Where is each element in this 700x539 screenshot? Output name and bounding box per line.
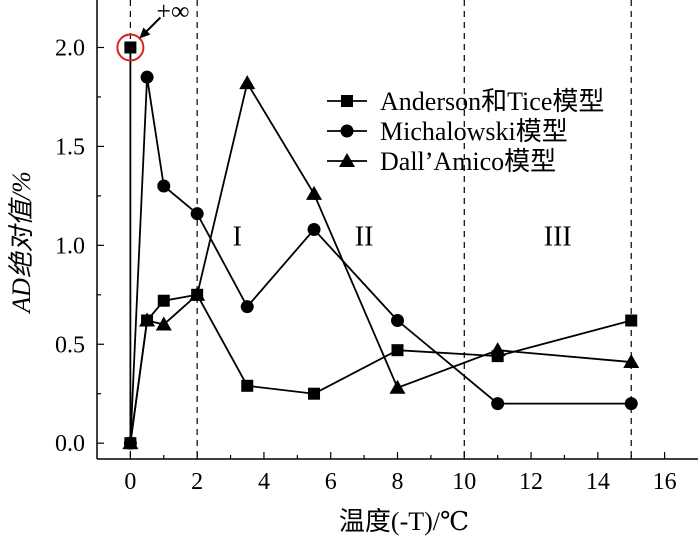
y-tick-label: 0.5 (55, 332, 85, 358)
data-point (239, 75, 256, 90)
x-axis-label: 温度(-T)/℃ (339, 507, 469, 536)
data-point (140, 70, 154, 84)
infinity-annotation: +∞ (156, 0, 189, 25)
legend-marker (339, 153, 355, 167)
legend-marker (340, 124, 354, 138)
legend-label: Anderson和Tice模型 (380, 87, 604, 116)
data-point (391, 314, 404, 328)
legend-label: Michalowski模型 (380, 117, 568, 146)
region-label: I (233, 221, 242, 252)
legend-item: Dall’Amico模型 (327, 147, 556, 176)
x-tick-label: 0 (124, 469, 136, 495)
x-tick-label: 16 (653, 469, 677, 495)
data-point (157, 179, 171, 193)
data-point (389, 379, 406, 394)
highlight-circle (116, 33, 145, 62)
legend-item: Anderson和Tice模型 (327, 87, 604, 116)
legend-label: Dall’Amico模型 (380, 147, 556, 176)
x-tick-label: 14 (586, 469, 610, 495)
region-label: II (355, 221, 374, 252)
legend-item: Michalowski模型 (327, 117, 568, 146)
data-point (307, 223, 321, 236)
data-point (240, 300, 254, 314)
x-tick-label: 12 (519, 469, 543, 495)
data-point (306, 185, 323, 200)
y-tick-label: 2.0 (55, 35, 85, 61)
data-point (139, 312, 156, 327)
x-tick-label: 8 (392, 469, 404, 495)
data-point (489, 342, 506, 357)
annotation-arrowhead (139, 27, 151, 39)
data-point (623, 354, 640, 369)
x-tick-label: 2 (191, 469, 203, 495)
y-tick-label: 1.0 (55, 233, 85, 259)
data-point (391, 344, 404, 357)
data-point (157, 294, 170, 307)
series-3 (122, 75, 640, 450)
x-tick-label: 4 (258, 469, 270, 495)
y-tick-label: 1.5 (55, 134, 85, 160)
region-label: III (544, 221, 572, 252)
data-point (308, 387, 321, 400)
data-point (241, 379, 254, 392)
data-point (155, 316, 172, 331)
data-point (122, 435, 139, 450)
data-point (625, 314, 638, 327)
x-tick-label: 6 (325, 469, 337, 495)
data-point (491, 397, 505, 411)
series-group (122, 41, 640, 450)
y-axis-label: AD绝对值/% (7, 171, 36, 315)
legend-marker (341, 95, 353, 107)
x-tick-label: 10 (452, 469, 476, 495)
data-point (624, 397, 638, 411)
data-point (189, 286, 206, 301)
y-tick-label: 0.0 (55, 431, 85, 457)
data-point (190, 207, 204, 221)
annotations: I II III+∞ (116, 0, 572, 252)
axes: 0 2 4 6 8 10 12 14 16 0.0 0.5 1.0 1.5 2.0 (55, 0, 698, 495)
data-point (124, 41, 137, 54)
